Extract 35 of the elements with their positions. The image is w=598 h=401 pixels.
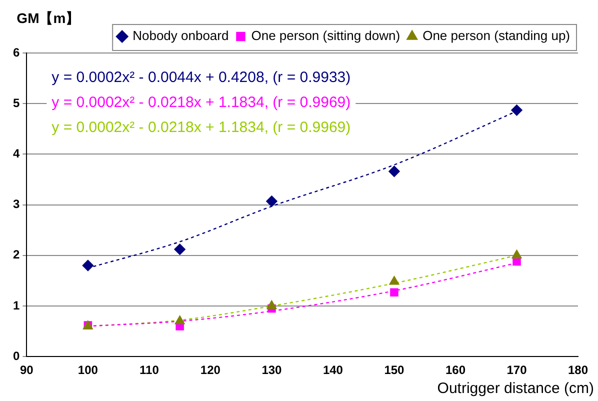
y-tick-label: 4	[12, 146, 20, 161]
point	[511, 104, 522, 116]
point	[174, 316, 185, 324]
point	[512, 250, 522, 258]
legend-label: One person (sitting down)	[251, 28, 400, 44]
y-tick-label: 1	[12, 298, 20, 312]
point	[389, 276, 400, 285]
y-tick-label: 6	[12, 45, 20, 60]
legend-label: Nobody onboard	[132, 28, 229, 44]
x-tick-label: 100	[78, 363, 98, 378]
x-tick-label: 160	[445, 363, 466, 378]
point	[174, 244, 186, 255]
point	[82, 260, 94, 272]
legend-label: One person (standing up)	[422, 28, 570, 44]
point	[390, 288, 398, 296]
annotation: y = 0.0002x² - 0.0218x + 1.1834, (r = 0.9969)	[52, 119, 351, 136]
x-tick-label: 90	[20, 363, 34, 378]
y-tick-label: 5	[12, 96, 20, 110]
annotation: y = 0.0002x² - 0.0044x + 0.4208, (r = 0.9933)	[52, 69, 351, 86]
y-tick-label: 3	[12, 197, 20, 212]
x-tick-label: 120	[200, 363, 221, 378]
y-tick-label: 2	[12, 248, 20, 262]
point	[266, 300, 277, 310]
point	[266, 196, 278, 207]
x-axis-title: Outrigger distance (cm)	[437, 380, 594, 398]
x-tick-label: 150	[384, 363, 405, 378]
x-tick-label: 180	[568, 363, 588, 378]
annotation: y = 0.0002x² - 0.0218x + 1.1834, (r = 0.9969)	[52, 94, 351, 112]
x-tick-label: 130	[262, 363, 282, 378]
point	[388, 166, 400, 178]
x-tick-label: 110	[140, 363, 160, 378]
x-tick-label: 140	[322, 363, 344, 378]
y-tick-label: 0	[12, 348, 20, 363]
y-axis-title: GM【m】	[16, 10, 80, 26]
x-tick-label: 170	[506, 363, 528, 378]
